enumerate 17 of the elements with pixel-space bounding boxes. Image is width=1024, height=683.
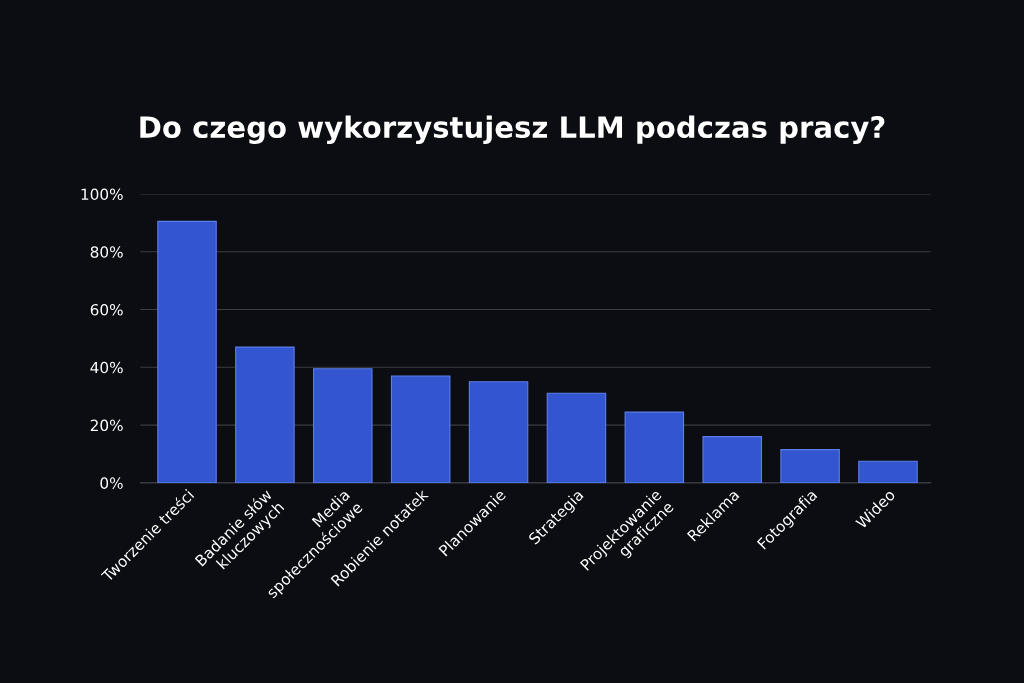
y-tick-label: 0% (100, 477, 123, 489)
y-tick-label: 80% (90, 246, 123, 258)
y-tick-label: 100% (81, 188, 123, 200)
bar (235, 346, 295, 483)
bar (390, 375, 451, 483)
bar (702, 436, 762, 483)
bar (468, 381, 529, 483)
bar (780, 449, 840, 483)
chart-title: Do czego wykorzystujesz LLM podczas pracy? (140, 115, 885, 144)
y-tick-label: 40% (90, 361, 123, 374)
bar (546, 392, 607, 483)
bar (157, 220, 217, 483)
y-tick-label: 60% (90, 304, 123, 316)
y-tick-label: 20% (90, 419, 123, 432)
bar (858, 460, 918, 483)
bar (624, 411, 685, 483)
bar (313, 368, 373, 483)
